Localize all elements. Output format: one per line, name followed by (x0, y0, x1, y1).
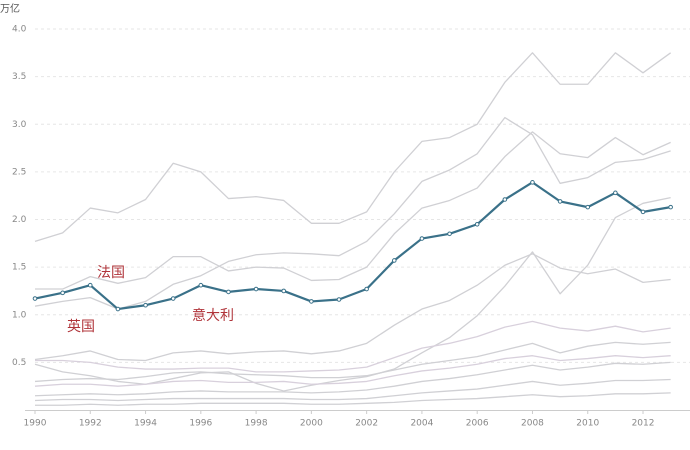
x-tick-label: 2000 (300, 419, 323, 429)
point (115, 306, 121, 312)
point (502, 197, 508, 202)
y-tick-label: 3.0 (12, 120, 27, 130)
y-tick-label: 1.0 (12, 310, 27, 320)
point (87, 282, 93, 288)
x-tick-label: 1992 (79, 419, 102, 429)
x-tick-label: 2012 (632, 419, 655, 429)
point (309, 299, 314, 304)
x-tick-label: 1998 (245, 419, 268, 429)
y-tick-label: 3.5 (12, 72, 26, 82)
point (143, 302, 148, 308)
point (585, 204, 591, 210)
series-line (34, 196, 671, 392)
y-tick-label: 4.0 (12, 25, 27, 35)
x-tick-label: 2010 (576, 419, 599, 429)
point (391, 258, 397, 263)
series-line (34, 116, 671, 310)
annotation: 意大利 (192, 307, 234, 324)
point (419, 236, 425, 241)
y-tick-label: 0.5 (12, 358, 26, 368)
annotation: 英国 (67, 318, 95, 335)
series-line (34, 52, 672, 243)
series-line (35, 131, 671, 290)
highlight-line (34, 181, 671, 311)
point (640, 209, 646, 215)
x-tick-label: 2006 (466, 419, 489, 429)
x-tick-label: 2004 (410, 419, 433, 429)
y-axis-unit: 万亿 (0, 2, 20, 15)
series-line (34, 355, 671, 387)
point (281, 288, 287, 294)
series-line (34, 361, 671, 397)
point (557, 199, 563, 204)
x-tick-label: 1996 (189, 419, 212, 429)
point (336, 297, 342, 302)
point (447, 231, 452, 237)
point (32, 296, 38, 301)
x-tick-label: 1990 (24, 419, 47, 429)
series-line (35, 392, 671, 406)
series-line (34, 378, 671, 402)
point (170, 296, 176, 301)
point (364, 286, 369, 292)
point (226, 289, 231, 295)
y-tick-label: 1.5 (12, 263, 26, 273)
y-tick-label: 2.0 (12, 215, 27, 225)
annotation: 法国 (97, 265, 125, 281)
x-tick-label: 1994 (134, 419, 157, 429)
point (530, 180, 535, 185)
series-line (34, 253, 671, 362)
series-line (34, 341, 671, 383)
series-line (35, 320, 671, 373)
point (613, 190, 618, 196)
x-tick-label: 2008 (521, 419, 544, 429)
point (60, 290, 65, 296)
point (474, 221, 480, 227)
point (198, 282, 204, 288)
y-tick-label: 2.5 (12, 167, 26, 177)
point (668, 204, 673, 210)
point (253, 286, 259, 292)
x-tick-label: 2002 (355, 419, 378, 429)
